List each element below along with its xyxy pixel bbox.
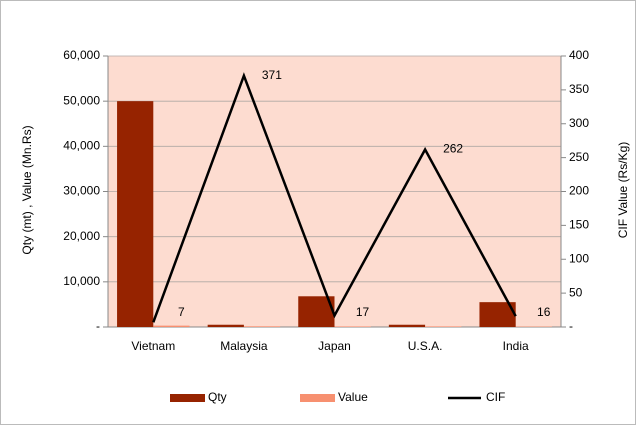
y2-tick-label: 150	[569, 218, 589, 232]
legend-label: CIF	[486, 390, 505, 404]
y-tick-label: 60,000	[63, 48, 100, 62]
data-label: 16	[537, 305, 551, 319]
y2-tick-label: 100	[569, 251, 589, 265]
y2-tick-label: 350	[569, 82, 589, 96]
y-tick-label: 50,000	[63, 93, 100, 107]
data-label: 371	[262, 68, 282, 82]
bar	[388, 324, 426, 327]
data-label: 262	[443, 142, 463, 156]
x-tick-label: India	[503, 339, 529, 353]
x-tick-label: Vietnam	[131, 339, 175, 353]
bar	[207, 324, 244, 327]
bar	[425, 326, 462, 327]
x-tick-label: Japan	[318, 339, 351, 353]
bar	[334, 326, 371, 327]
x-tick-label: U.S.A.	[408, 339, 443, 353]
bar	[153, 325, 190, 327]
data-label: 7	[178, 305, 185, 319]
y-tick-label: 40,000	[63, 139, 100, 153]
bar	[117, 101, 154, 328]
y2-tick-label: 250	[569, 150, 589, 164]
y2-tick-label: 400	[569, 48, 589, 62]
y-tick-label: 10,000	[63, 274, 100, 288]
y-tick-label: 30,000	[63, 184, 100, 198]
legend-swatch	[300, 394, 335, 402]
y2-tick-label: 300	[569, 116, 589, 130]
data-label: 17	[356, 305, 370, 319]
y-tick-label: -	[96, 319, 100, 333]
legend-label: Qty	[208, 390, 227, 404]
bar	[243, 326, 281, 327]
y2-axis-label: CIF Value (Rs/Kg)	[616, 142, 630, 238]
legend-swatch	[170, 394, 205, 402]
line	[152, 72, 517, 323]
x-tick-label: Malaysia	[220, 339, 268, 353]
y2-tick-label: 50	[569, 285, 583, 299]
y2-tick-label: 200	[569, 184, 589, 198]
y2-tick-label: -	[569, 319, 573, 333]
y-tick-label: 20,000	[63, 229, 100, 243]
legend-label: Value	[338, 390, 368, 404]
y-axis-label: Qty (mt) , Value (Mn.Rs)	[20, 125, 34, 254]
